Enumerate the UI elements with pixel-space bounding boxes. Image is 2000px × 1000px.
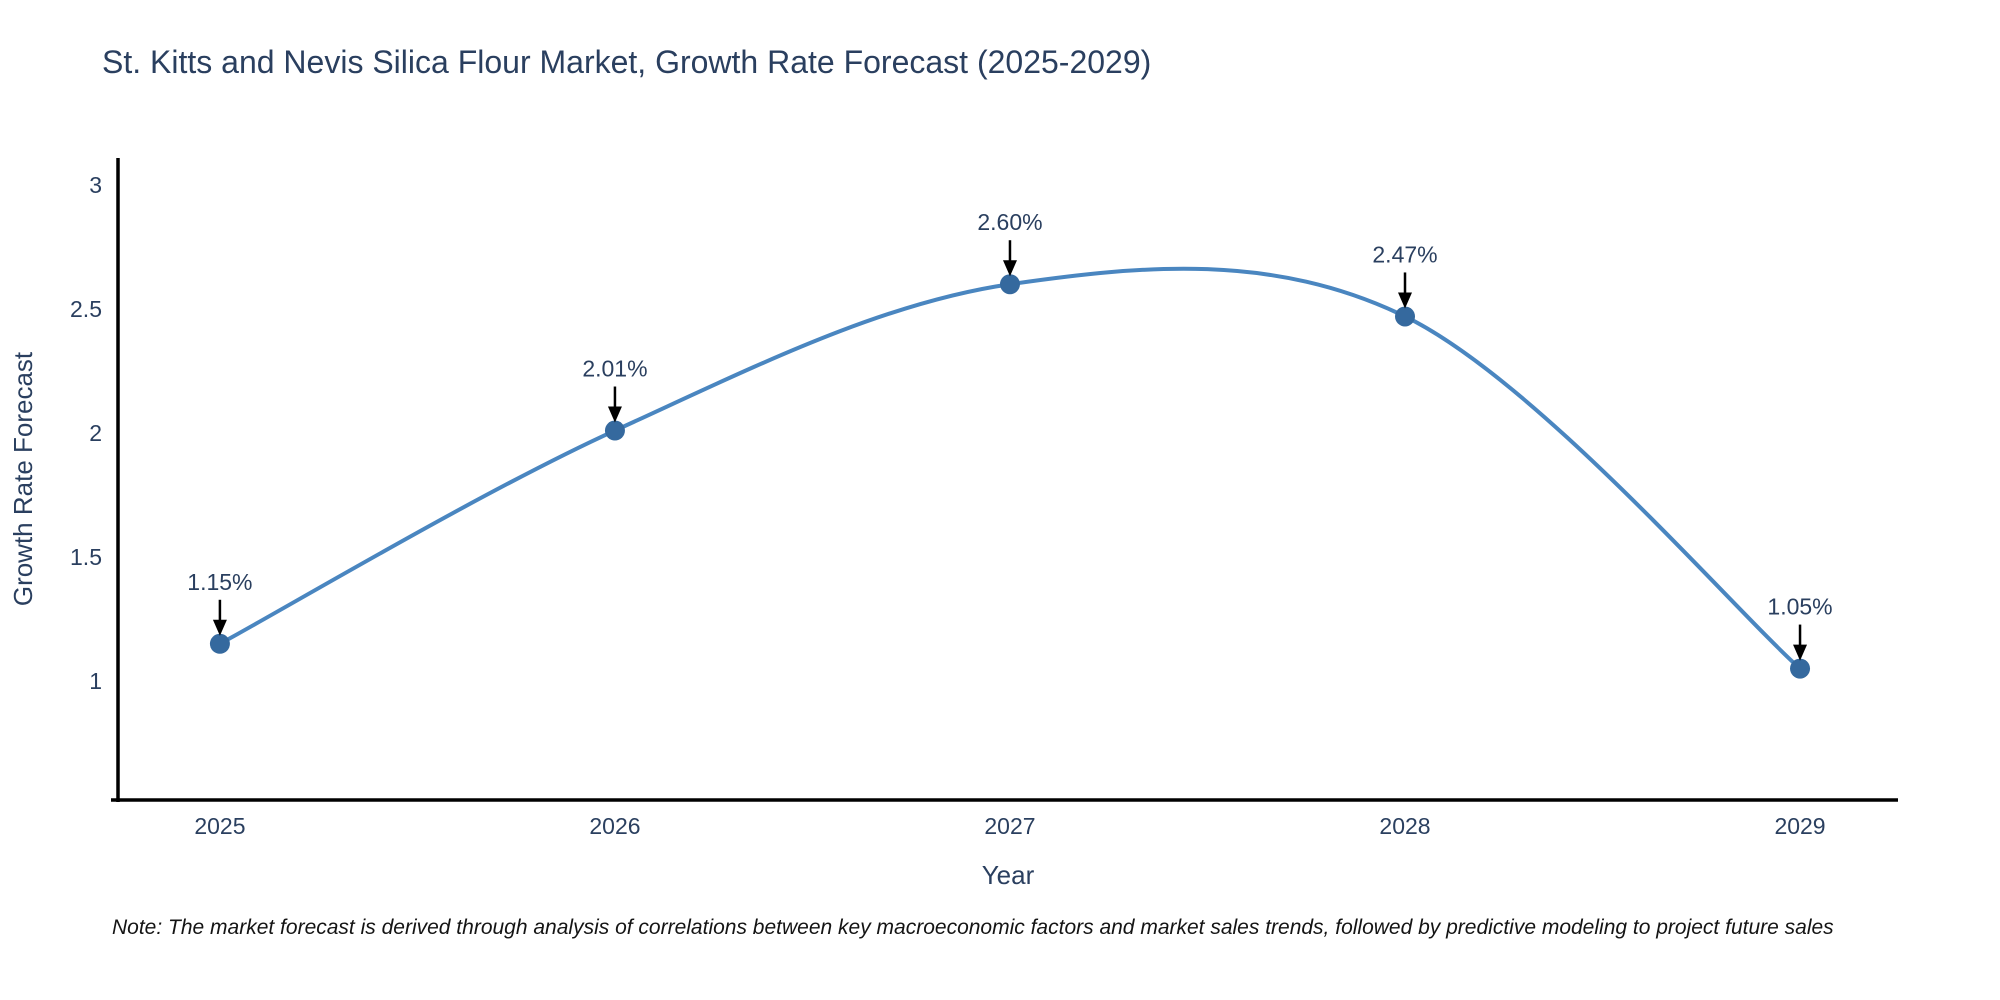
data-point-2026 bbox=[604, 420, 625, 441]
y-tick-label-2.5: 2.5 bbox=[70, 296, 102, 322]
x-axis-title: Year bbox=[982, 860, 1035, 890]
annotation-arrowhead-2026 bbox=[607, 406, 622, 423]
point-label-2029: 1.05% bbox=[1767, 594, 1832, 620]
forecast-line bbox=[217, 266, 1803, 671]
y-axis-title: Growth Rate Forecast bbox=[8, 351, 38, 606]
y-tick-label-3: 3 bbox=[89, 172, 102, 198]
x-tick-label-2028: 2028 bbox=[1379, 813, 1430, 839]
data-point-2027 bbox=[999, 274, 1020, 295]
annotation-arrowhead-2027 bbox=[1002, 260, 1017, 277]
x-tick-label-2027: 2027 bbox=[984, 813, 1035, 839]
x-tick-label-2029: 2029 bbox=[1774, 813, 1825, 839]
data-point-2029 bbox=[1790, 658, 1811, 679]
x-tick-label-2026: 2026 bbox=[589, 813, 640, 839]
point-label-2028: 2.47% bbox=[1372, 241, 1437, 267]
annotation-arrowhead-2028 bbox=[1398, 292, 1413, 309]
y-tick-label-1: 1 bbox=[89, 668, 102, 694]
data-point-2028 bbox=[1395, 306, 1416, 327]
point-label-2026: 2.01% bbox=[582, 356, 647, 382]
chart-title: St. Kitts and Nevis Silica Flour Market,… bbox=[102, 44, 1152, 80]
annotation-arrowhead-2025 bbox=[212, 619, 227, 636]
y-tick-label-1.5: 1.5 bbox=[70, 544, 102, 570]
chart-footnote: Note: The market forecast is derived thr… bbox=[112, 916, 1834, 939]
annotation-arrowhead-2029 bbox=[1793, 644, 1808, 661]
x-tick-label-2025: 2025 bbox=[194, 813, 245, 839]
point-label-2025: 1.15% bbox=[187, 569, 252, 595]
data-point-2025 bbox=[209, 633, 230, 654]
point-label-2027: 2.60% bbox=[977, 209, 1042, 235]
y-tick-label-2: 2 bbox=[89, 420, 102, 446]
